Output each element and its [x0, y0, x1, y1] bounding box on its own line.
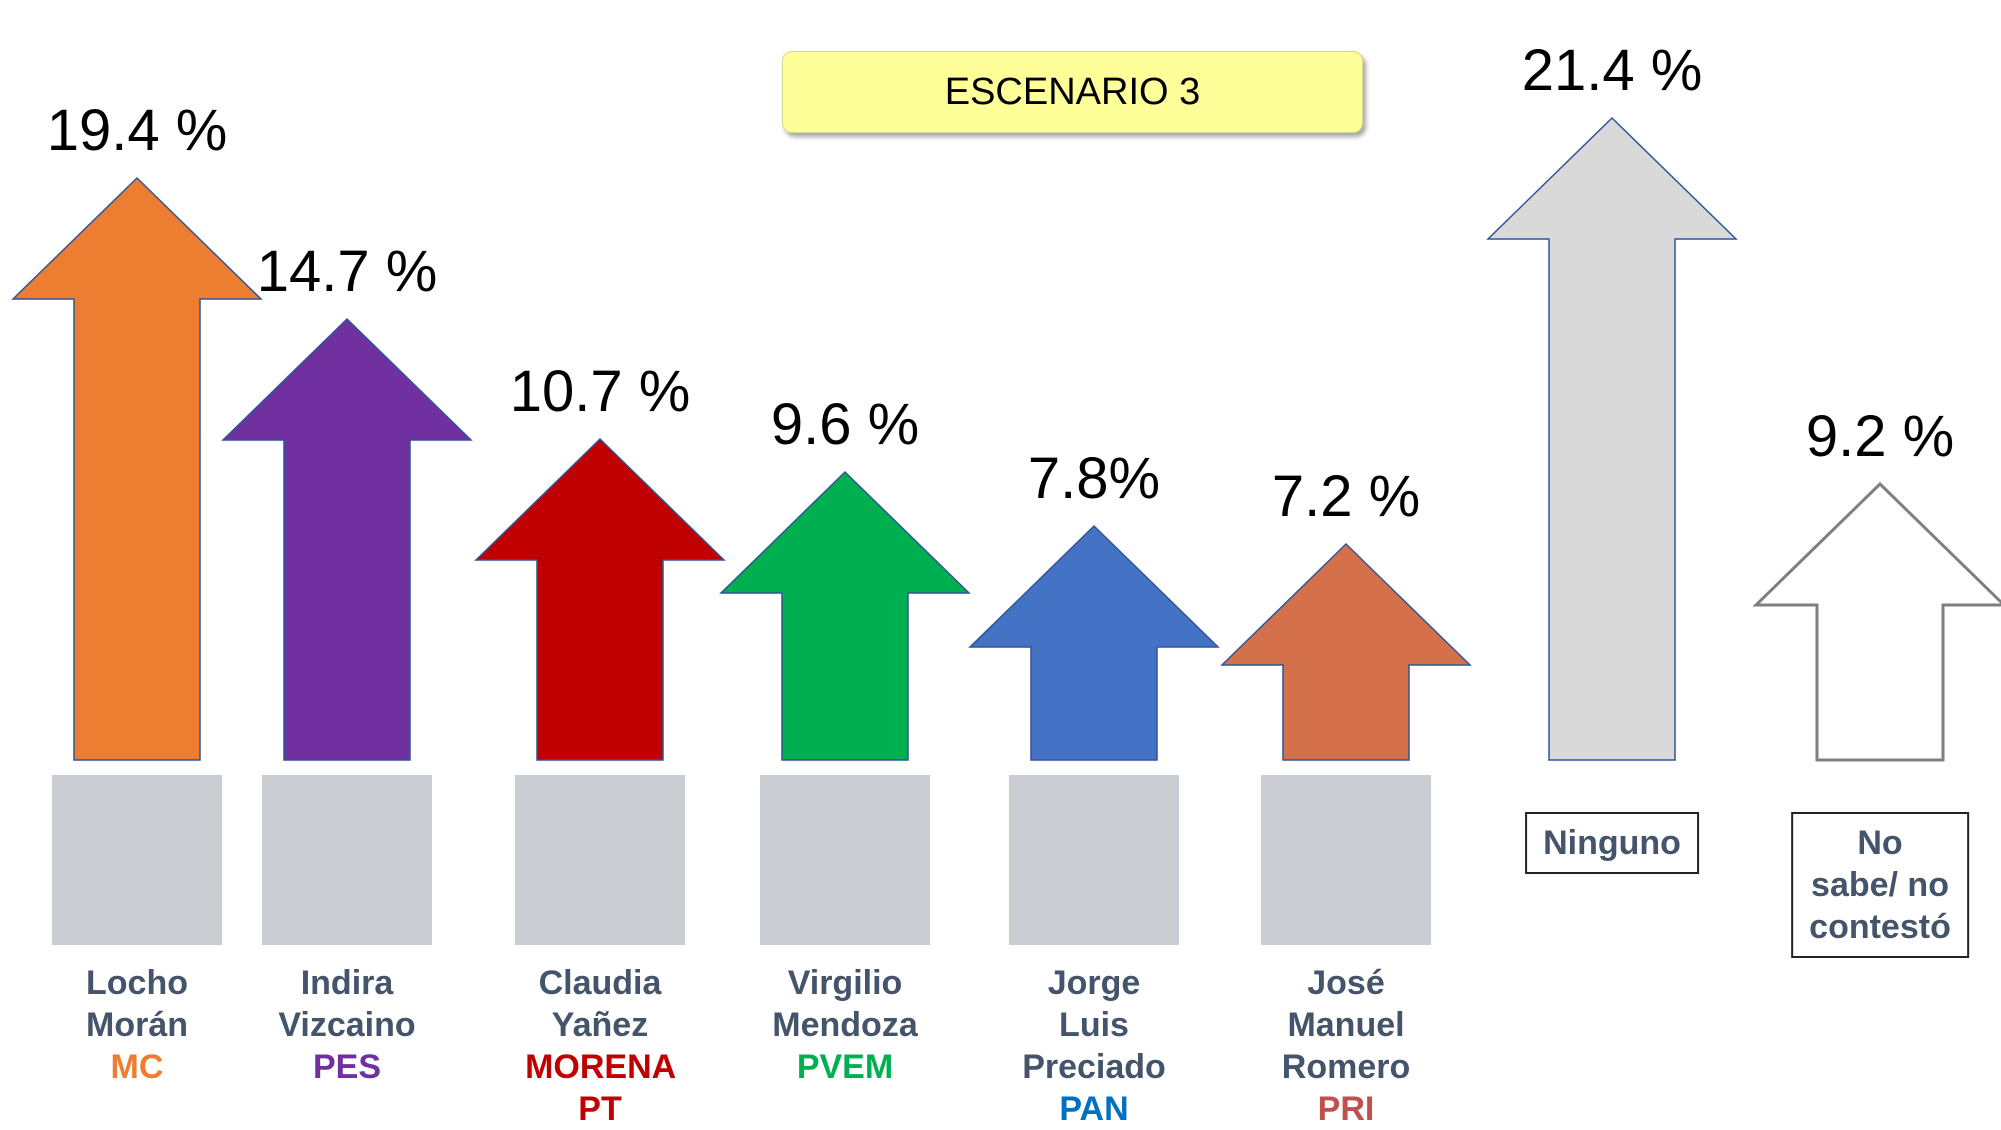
photo [1261, 775, 1431, 945]
value-label: 10.7 % [510, 359, 691, 424]
arrow [1756, 484, 2001, 760]
photo [1009, 775, 1179, 945]
party-name: PRI [1282, 1088, 1410, 1130]
value-label: 7.2 % [1272, 464, 1420, 529]
option-box: No sabe/ no contestó [1791, 812, 1969, 958]
party-name: PES [278, 1046, 415, 1088]
arrow [721, 472, 969, 760]
value-label: 21.4 % [1522, 38, 1703, 103]
value-label: 19.4 % [47, 98, 228, 163]
photo [52, 775, 222, 945]
party-name: PAN [1022, 1088, 1166, 1130]
party-name: PVEM [772, 1046, 917, 1088]
arrow [476, 439, 724, 760]
value-label: 14.7 % [257, 239, 438, 304]
photo [515, 775, 685, 945]
page: 19.4 % 14.7 % 10.7 % 9.6 % 7.8% 7.2 % 21.4 % 9.… [0, 0, 2001, 1130]
arrow [1488, 118, 1736, 760]
arrow [13, 178, 261, 760]
value-label: 9.2 % [1806, 404, 1954, 469]
arrow [970, 526, 1218, 760]
option-box: Ninguno [1525, 812, 1699, 874]
value-label: 7.8% [1028, 446, 1160, 511]
photo [262, 775, 432, 945]
party-name: MORENA PT [525, 1046, 675, 1130]
value-label: 9.6 % [771, 392, 919, 457]
chart-title: ESCENARIO 3 [782, 51, 1363, 133]
arrow [223, 319, 471, 760]
photo [760, 775, 930, 945]
chart: 19.4 % 14.7 % 10.7 % 9.6 % 7.8% 7.2 % 21.4 % 9.… [0, 0, 2001, 1130]
arrow [1222, 544, 1470, 760]
party-name: MC [86, 1046, 188, 1088]
